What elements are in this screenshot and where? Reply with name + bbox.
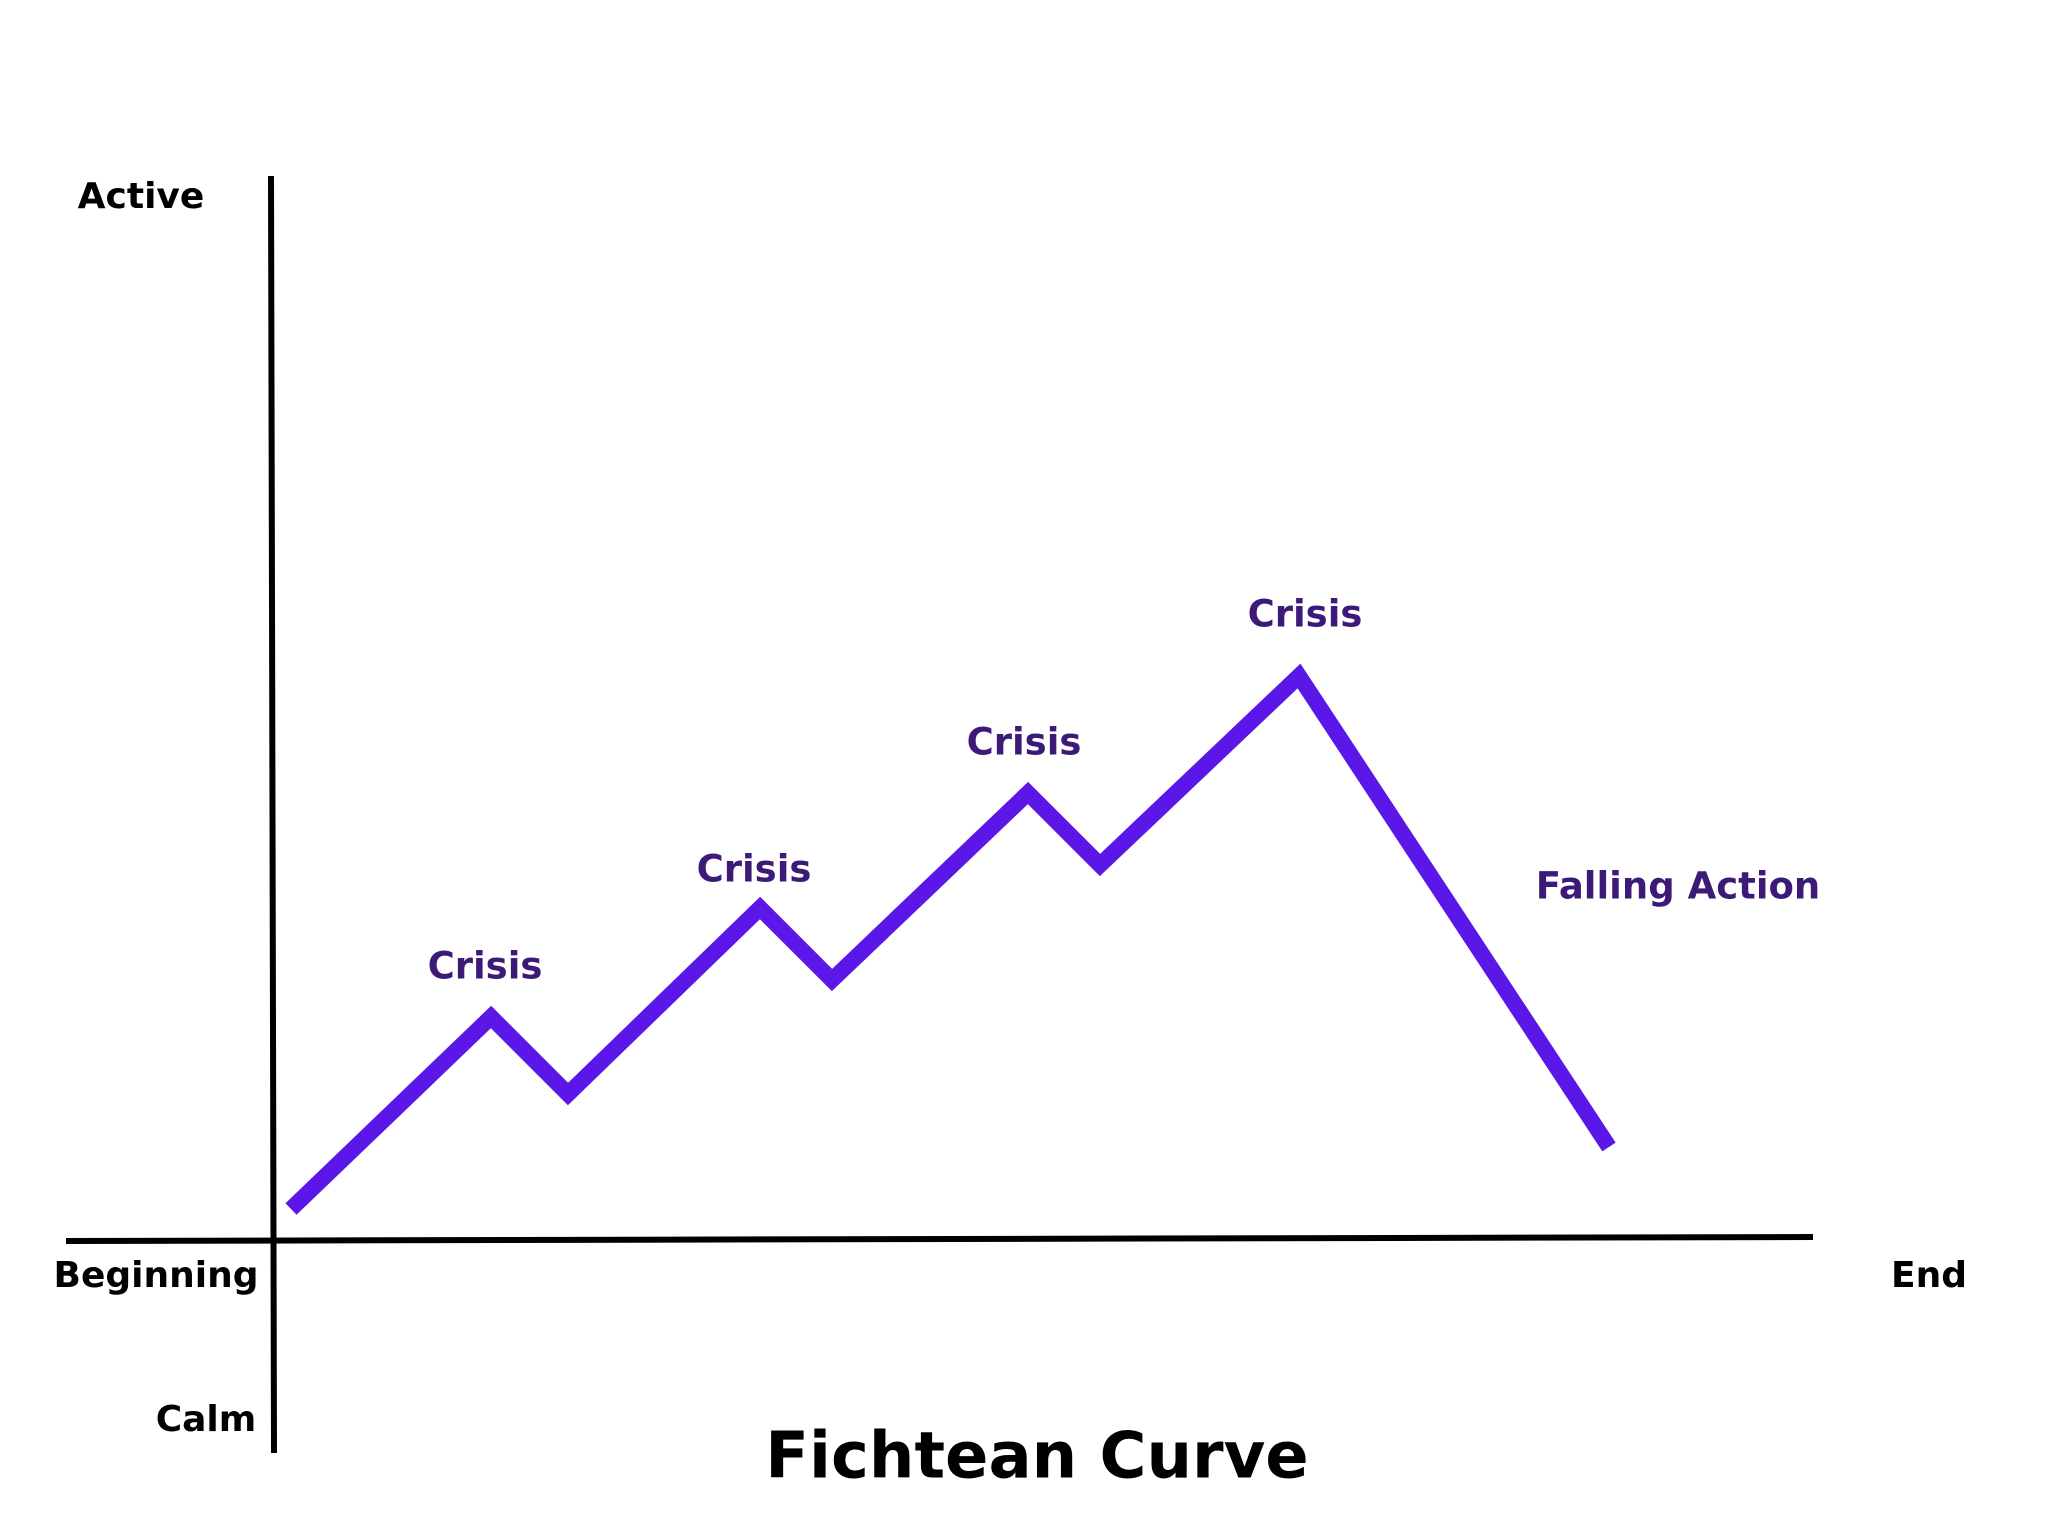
- plot-curve: [285, 663, 1616, 1215]
- x-axis: [65, 1234, 1814, 1244]
- y-bottom-label: Calm: [156, 1399, 257, 1440]
- annotation: Crisis: [967, 721, 1082, 764]
- annotation: Crisis: [1248, 593, 1363, 636]
- y-axis: [268, 175, 277, 1454]
- annotation: Crisis: [428, 945, 543, 988]
- x-end-label: End: [1891, 1255, 1967, 1296]
- x-start-label: Beginning: [54, 1255, 259, 1296]
- title: Fichtean Curve: [765, 1420, 1308, 1494]
- y-top-label: Active: [78, 176, 205, 217]
- annotation: Crisis: [697, 848, 812, 891]
- annotation: Falling Action: [1536, 865, 1821, 908]
